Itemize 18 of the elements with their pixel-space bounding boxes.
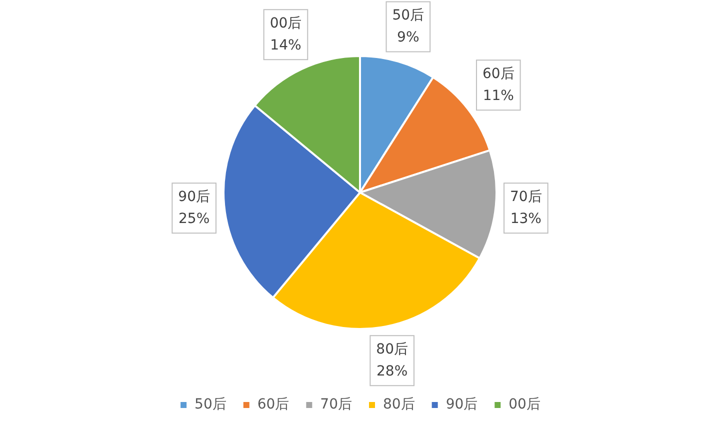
slice-label: 60后 xyxy=(482,66,514,82)
legend-label: 80后 xyxy=(383,396,415,413)
slice-label: 80后 xyxy=(376,341,408,358)
data-label: 25% xyxy=(178,210,210,227)
slice-label: 00后 xyxy=(270,15,302,32)
slice-label: 90后 xyxy=(178,188,210,205)
legend-label: 90后 xyxy=(446,396,478,413)
slice-label: 50后 xyxy=(392,7,424,24)
legend-label: 60后 xyxy=(257,396,290,413)
data-label: 28% xyxy=(376,363,408,380)
legend-label: 70后 xyxy=(320,396,352,413)
data-label: 11% xyxy=(482,88,514,104)
slice-label: 70后 xyxy=(510,188,542,205)
data-label: 14% xyxy=(270,37,302,54)
legend-label: 00后 xyxy=(508,396,540,413)
legend-label: 50后 xyxy=(194,396,226,413)
data-label: 9% xyxy=(397,29,420,46)
data-label: 13% xyxy=(510,210,542,227)
